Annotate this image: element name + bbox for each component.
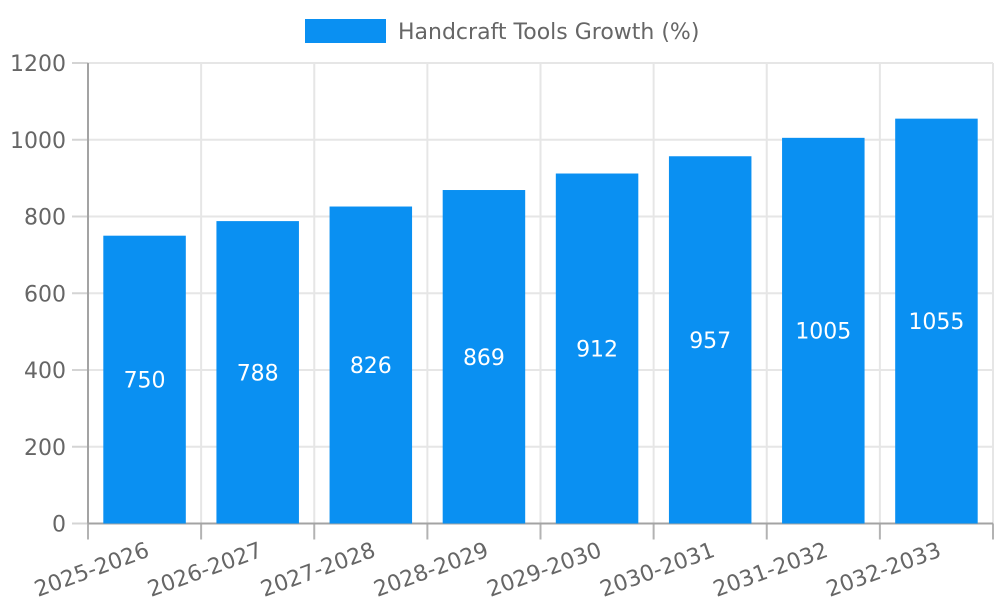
bar-value-label: 826 xyxy=(350,354,392,379)
bar xyxy=(442,190,526,524)
bar xyxy=(555,173,639,524)
x-tick-label: 2031-2032 xyxy=(710,538,831,600)
bar-value-label: 912 xyxy=(576,338,618,363)
x-tick-label: 2028-2029 xyxy=(371,538,492,600)
y-tick-label: 0 xyxy=(52,513,66,538)
bar-value-labels: 750 788 826 869 912 957 1005 1055 xyxy=(124,310,965,394)
y-tick-label: 1200 xyxy=(10,52,66,77)
x-tick-label: 2029-2030 xyxy=(484,538,605,600)
y-tick-label: 400 xyxy=(24,359,66,384)
bar xyxy=(103,235,186,524)
legend-swatch[interactable] xyxy=(305,19,386,43)
bar-value-label: 788 xyxy=(237,361,279,386)
bar-series xyxy=(103,118,978,524)
bar-value-label: 1005 xyxy=(795,320,851,345)
axis-ticks xyxy=(72,62,994,540)
bar-value-label: 957 xyxy=(689,329,731,354)
x-axis-labels: 2025-20262026-20272027-20282028-20292029… xyxy=(31,538,944,600)
bar xyxy=(216,221,299,524)
bar-value-label: 750 xyxy=(124,369,166,394)
x-tick-label: 2027-2028 xyxy=(258,538,379,600)
bar-value-label: 869 xyxy=(463,346,505,371)
bar xyxy=(329,206,413,524)
y-axis-labels: 0 200 400 600 800 1000 1200 xyxy=(10,52,66,538)
x-tick-label: 2026-2027 xyxy=(144,538,265,600)
bar-value-label: 1055 xyxy=(908,310,964,335)
x-tick-label: 2032-2033 xyxy=(823,538,944,600)
y-tick-label: 200 xyxy=(24,436,66,461)
y-tick-label: 1000 xyxy=(10,129,66,154)
y-tick-label: 800 xyxy=(24,206,66,231)
legend[interactable]: Handcraft Tools Growth (%) xyxy=(305,19,699,45)
x-tick-label: 2030-2031 xyxy=(597,538,718,600)
bar xyxy=(782,137,865,524)
legend-label: Handcraft Tools Growth (%) xyxy=(398,20,699,45)
bar xyxy=(668,156,752,524)
bar xyxy=(895,118,978,524)
x-tick-label: 2025-2026 xyxy=(31,538,152,600)
y-tick-label: 600 xyxy=(24,282,66,307)
